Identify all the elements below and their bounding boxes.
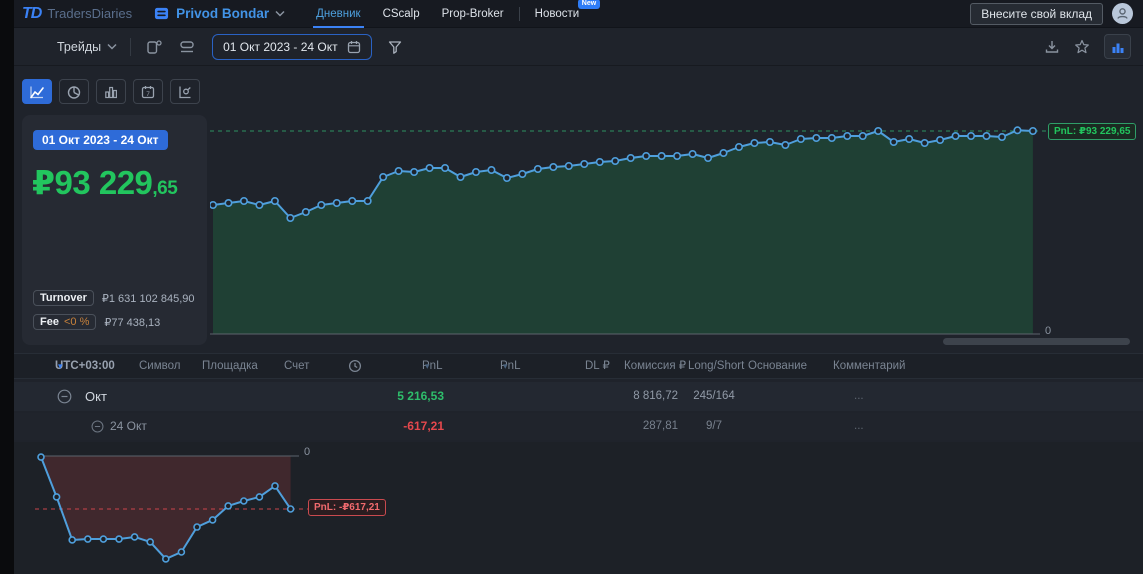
clock-icon xyxy=(348,359,362,373)
day-pnl-chart[interactable] xyxy=(27,448,397,574)
chevron-down-icon xyxy=(107,43,117,50)
column-dl: DL ₽ xyxy=(585,360,610,372)
trades-list-icon[interactable] xyxy=(177,37,197,57)
axis-marker-icon xyxy=(179,86,191,98)
period-badge[interactable]: 01 Окт 2023 - 24 Окт xyxy=(33,130,168,150)
table-row-day[interactable]: 24 Окт -617,21 287,81 9/7 ... xyxy=(14,413,1143,440)
pnl-decimal: ,65 xyxy=(152,178,178,199)
total-pnl-value: ₽93 229,65 xyxy=(32,163,207,202)
fee-percent: <0 % xyxy=(63,316,90,328)
tab-news[interactable]: Новости New xyxy=(524,0,601,28)
bar-chart-tab[interactable] xyxy=(96,79,126,104)
row-pnl: -617,21 xyxy=(403,419,444,433)
column-account: Счет xyxy=(284,360,310,372)
row-more: ... xyxy=(854,390,864,402)
row-commission: 287,81 xyxy=(642,420,678,432)
bars-icon xyxy=(105,86,118,98)
dropdown-arrow-icon: ▾ xyxy=(58,361,63,371)
column-basis: Основание xyxy=(748,360,807,372)
main-chart-zero-label: 0 xyxy=(1045,325,1052,337)
top-navbar: TD TradersDiaries Privod Bondar Дневник … xyxy=(14,0,1143,28)
nav-tabs: Дневник CScalp Prop-Broker Новости New xyxy=(305,0,601,28)
tab-news-label: Новости xyxy=(534,7,580,20)
new-badge: New xyxy=(577,0,601,9)
sort-arrow-icon: ▾ xyxy=(503,361,508,371)
row-long-short: 9/7 xyxy=(706,420,722,432)
turnover-label: Turnover xyxy=(40,292,87,304)
row-pnl: 5 216,53 xyxy=(397,389,444,403)
bar-chart-icon xyxy=(1112,43,1123,53)
brand-name: TradersDiaries xyxy=(47,6,133,21)
line-chart-tab[interactable] xyxy=(22,79,52,104)
row-more: ... xyxy=(854,420,864,432)
column-comment: Комментарий xyxy=(833,360,906,372)
pie-chart-tab[interactable] xyxy=(59,79,89,104)
date-range-picker[interactable]: 01 Окт 2023 - 24 Окт xyxy=(212,33,372,60)
chart-type-tabs: 7 xyxy=(22,79,200,104)
row-commission: 8 816,72 xyxy=(633,390,678,402)
workspace-name: Privod Bondar xyxy=(176,6,270,21)
person-icon xyxy=(1117,8,1128,19)
tab-diary[interactable]: Дневник xyxy=(305,0,371,28)
table-row-month[interactable]: Окт 5 216,53 8 816,72 245/164 ... xyxy=(14,382,1143,411)
mode-label: Трейды xyxy=(57,39,102,54)
fee-chip: Fee <0 % xyxy=(33,314,97,330)
collapse-icon[interactable] xyxy=(57,389,72,404)
workspace-icon xyxy=(155,7,169,20)
turnover-chip: Turnover xyxy=(33,290,94,306)
tab-prop-broker[interactable]: Prop-Broker xyxy=(441,7,504,20)
chevron-down-icon xyxy=(275,10,285,17)
calendar-icon xyxy=(347,40,360,53)
sort-arrow-icon: ▾ xyxy=(425,361,430,371)
fee-value: ₽77 438,13 xyxy=(104,316,161,329)
chart-horizontal-scrollbar[interactable] xyxy=(943,338,1130,345)
navbar-right: Внесите свой вклад xyxy=(970,2,1133,25)
main-pnl-chart[interactable] xyxy=(210,118,1056,338)
divider xyxy=(130,37,132,56)
mode-selector[interactable]: Трейды xyxy=(57,40,117,54)
day-detail-section xyxy=(14,442,1143,574)
row-period: 24 Окт xyxy=(110,419,147,433)
calendar-7-icon: 7 xyxy=(141,85,155,98)
collapse-icon[interactable] xyxy=(91,420,104,433)
app-window: TD TradersDiaries Privod Bondar Дневник … xyxy=(14,0,1143,574)
timezone-label: UTC+03:00 xyxy=(55,360,115,372)
date-range-label: 01 Окт 2023 - 24 Окт xyxy=(223,39,338,54)
turnover-row: Turnover ₽1 631 102 845,90 xyxy=(33,290,195,306)
calendar-week-tab[interactable]: 7 xyxy=(133,79,163,104)
toolbar: Трейды 01 Окт 2023 - 24 Окт xyxy=(14,28,1143,66)
workspace-selector[interactable]: Privod Bondar xyxy=(154,6,285,21)
pnl-main: ₽93 229 xyxy=(32,164,153,201)
pie-chart-icon xyxy=(67,85,81,99)
day-chart-zero-label: 0 xyxy=(304,446,311,458)
summary-card: 01 Окт 2023 - 24 Окт ₽93 229,65 Turnover… xyxy=(22,115,207,345)
chart-view-button[interactable] xyxy=(1104,34,1131,59)
divider xyxy=(518,6,520,21)
toolbar-right xyxy=(1044,34,1143,59)
line-chart-icon xyxy=(30,86,44,98)
column-commission: Комиссия ₽ xyxy=(624,360,687,372)
main-pnl-label: PnL: ₽93 229,65 xyxy=(1048,123,1137,140)
column-long-short: Long/Short xyxy=(688,360,745,372)
column-symbol: Символ xyxy=(139,360,181,372)
column-exchange: Площадка xyxy=(202,360,258,372)
table-header: UTC+03:00▾ Символ Площадка Счет PnL ₽▾ P… xyxy=(14,353,1143,396)
logo-icon[interactable]: TD xyxy=(22,4,42,22)
fee-label: Fee xyxy=(40,316,59,328)
row-long-short: 245/164 xyxy=(693,390,735,402)
star-icon[interactable] xyxy=(1074,39,1090,55)
contribute-button[interactable]: Внесите свой вклад xyxy=(970,2,1103,25)
user-avatar[interactable] xyxy=(1112,3,1133,24)
download-icon[interactable] xyxy=(1044,39,1060,55)
compare-periods-icon[interactable] xyxy=(144,37,164,57)
svg-text:7: 7 xyxy=(146,91,150,98)
tab-cscalp[interactable]: CScalp xyxy=(382,7,420,20)
scatter-chart-tab[interactable] xyxy=(170,79,200,104)
filter-icon[interactable] xyxy=(387,39,403,55)
turnover-value: ₽1 631 102 845,90 xyxy=(101,292,195,305)
day-pnl-label: PnL: -₽617,21 xyxy=(308,499,386,516)
row-period: Окт xyxy=(85,389,107,404)
fee-row: Fee <0 % ₽77 438,13 xyxy=(33,314,160,330)
